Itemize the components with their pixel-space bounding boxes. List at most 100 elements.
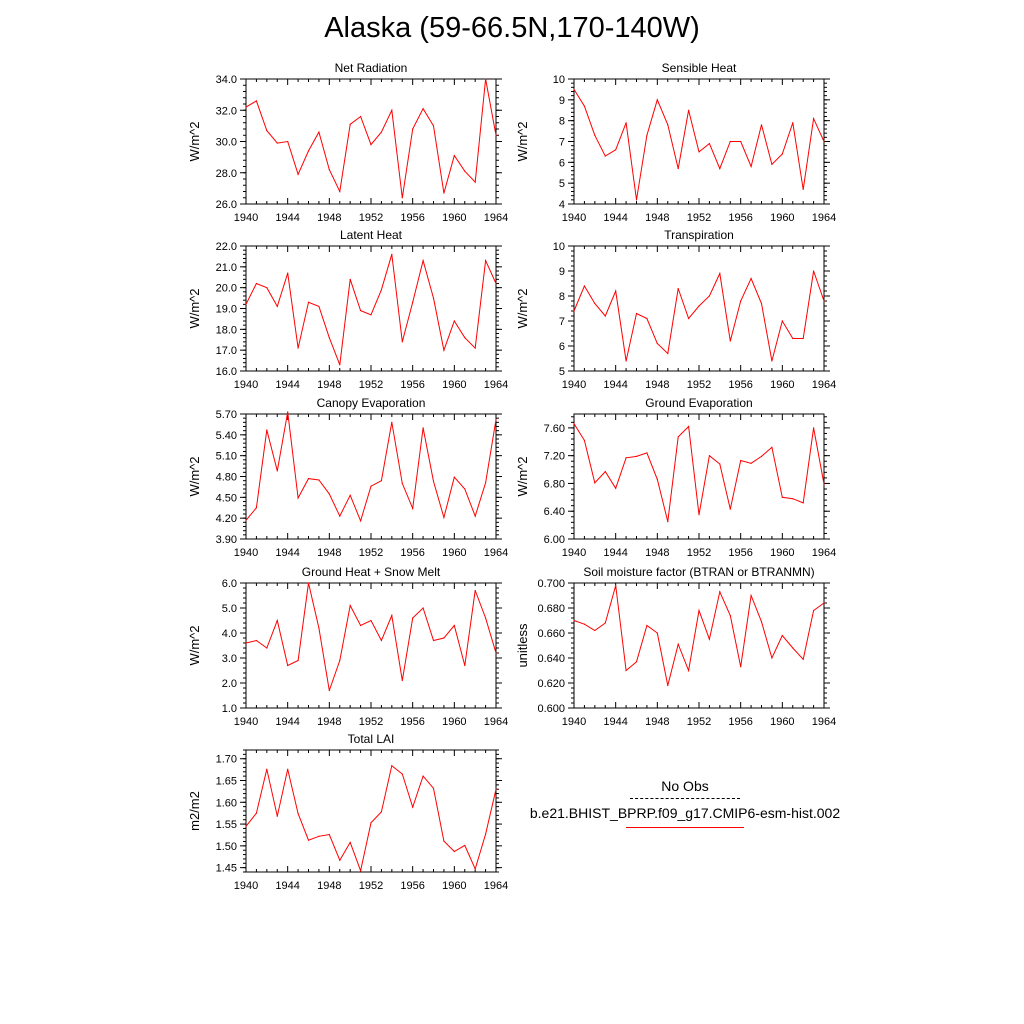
y-axis-label: W/m^2: [515, 121, 530, 161]
y-tick-label: 7.20: [544, 451, 565, 463]
data-point: [635, 661, 638, 663]
x-tick-label: 1960: [442, 880, 466, 892]
data-point: [464, 844, 466, 847]
y-axis-label: W/m^2: [515, 456, 530, 496]
data-point: [667, 521, 669, 523]
x-tick-label: 1948: [317, 547, 341, 559]
y-tick-label: 26.0: [216, 199, 237, 211]
data-point: [474, 589, 476, 592]
data-point: [687, 425, 690, 428]
y-tick-label: 0.680: [537, 603, 565, 615]
plot-frame: [573, 245, 825, 372]
y-tick-label: 7: [559, 137, 565, 149]
data-point: [422, 259, 424, 262]
x-tick-label: 1964: [484, 379, 508, 391]
data-point: [812, 270, 815, 272]
data-point: [740, 459, 742, 462]
data-point: [380, 289, 383, 291]
data-point: [359, 309, 362, 312]
data-point: [443, 637, 445, 639]
panel-8: 1940 1944 1948 1952 1956 1960 1964 0.600 0.620 0.…: [515, 565, 836, 728]
y-tick-label: 17.0: [216, 345, 237, 357]
y-tick-label: 6.00: [544, 534, 565, 546]
x-tick-label: 1940: [562, 547, 586, 559]
data-point: [812, 117, 815, 120]
y-tick-label: 4.80: [216, 472, 237, 484]
data-point: [604, 622, 606, 624]
data-point: [771, 446, 773, 448]
data-point: [635, 312, 638, 315]
data-point: [464, 337, 466, 339]
data-point: [297, 813, 299, 815]
data-point: [708, 638, 711, 640]
data-point: [380, 480, 383, 482]
data-point: [297, 659, 299, 662]
data-point: [625, 457, 627, 459]
x-tick-label: 1940: [234, 716, 258, 728]
data-point: [760, 455, 763, 457]
data-point: [453, 476, 455, 478]
data-point: [656, 478, 658, 480]
data-point: [495, 282, 497, 285]
x-tick-label: 1940: [234, 547, 258, 559]
x-tick-label: 1952: [687, 547, 711, 559]
data-point: [729, 140, 731, 143]
data-point: [464, 664, 466, 667]
x-tick-label: 1960: [770, 547, 794, 559]
data-point: [495, 418, 497, 421]
panel-title: Soil moisture factor (BTRAN or BTRANMN): [583, 565, 814, 579]
data-point: [573, 310, 575, 312]
data-point: [708, 455, 711, 457]
data-point: [656, 342, 658, 345]
data-point: [287, 272, 289, 274]
y-tick-label: 16.0: [216, 366, 237, 378]
panel-title: Total LAI: [348, 732, 395, 746]
data-point: [276, 619, 278, 622]
data-point: [266, 129, 268, 132]
data-point: [495, 788, 497, 790]
y-tick-label: 1.45: [216, 863, 237, 875]
data-point: [359, 624, 362, 627]
y-tick-label: 6.0: [222, 578, 237, 590]
x-tick-label: 1956: [400, 880, 424, 892]
series-line: [245, 764, 497, 873]
data-point: [792, 498, 794, 500]
x-tick-label: 1964: [812, 212, 836, 224]
y-tick-label: 4.0: [222, 628, 237, 640]
x-tick-label: 1952: [359, 212, 383, 224]
data-point: [656, 632, 658, 634]
data-point: [412, 301, 414, 303]
data-point: [412, 806, 414, 808]
y-tick-label: 8: [559, 116, 565, 128]
y-tick-label: 0.620: [537, 678, 565, 690]
panel-title: Canopy Evaporation: [317, 396, 426, 410]
panel-7: 1940 1944 1948 1952 1956 1960 1964 1.0 2.0 3.0 4.0…: [187, 565, 508, 728]
y-tick-label: 5: [559, 366, 565, 378]
x-tick-label: 1960: [442, 212, 466, 224]
y-tick-label: 1.65: [216, 776, 237, 788]
data-point: [823, 300, 825, 302]
y-tick-label: 6.80: [544, 478, 565, 490]
data-point: [625, 360, 627, 362]
data-point: [687, 669, 690, 672]
data-point: [698, 514, 700, 516]
x-tick-label: 1940: [562, 716, 586, 728]
data-point: [391, 253, 393, 255]
legend-obs-label: No Obs: [661, 778, 709, 794]
x-tick-label: 1956: [728, 212, 752, 224]
data-point: [594, 134, 596, 136]
y-tick-label: 2.0: [222, 678, 237, 690]
x-tick-label: 1940: [234, 212, 258, 224]
data-point: [370, 619, 372, 622]
data-point: [370, 822, 372, 824]
data-point: [792, 122, 794, 124]
x-tick-label: 1948: [317, 379, 341, 391]
x-tick-label: 1952: [687, 716, 711, 728]
legend-obs-line: [630, 798, 740, 799]
panel-6: 1940 1944 1948 1952 1956 1960 1964 6.00 6.40 6.80…: [515, 396, 836, 559]
x-tick-label: 1964: [812, 716, 836, 728]
data-point: [495, 652, 497, 654]
data-point: [307, 477, 310, 480]
panel-title: Sensible Heat: [662, 61, 737, 75]
data-point: [792, 337, 794, 340]
